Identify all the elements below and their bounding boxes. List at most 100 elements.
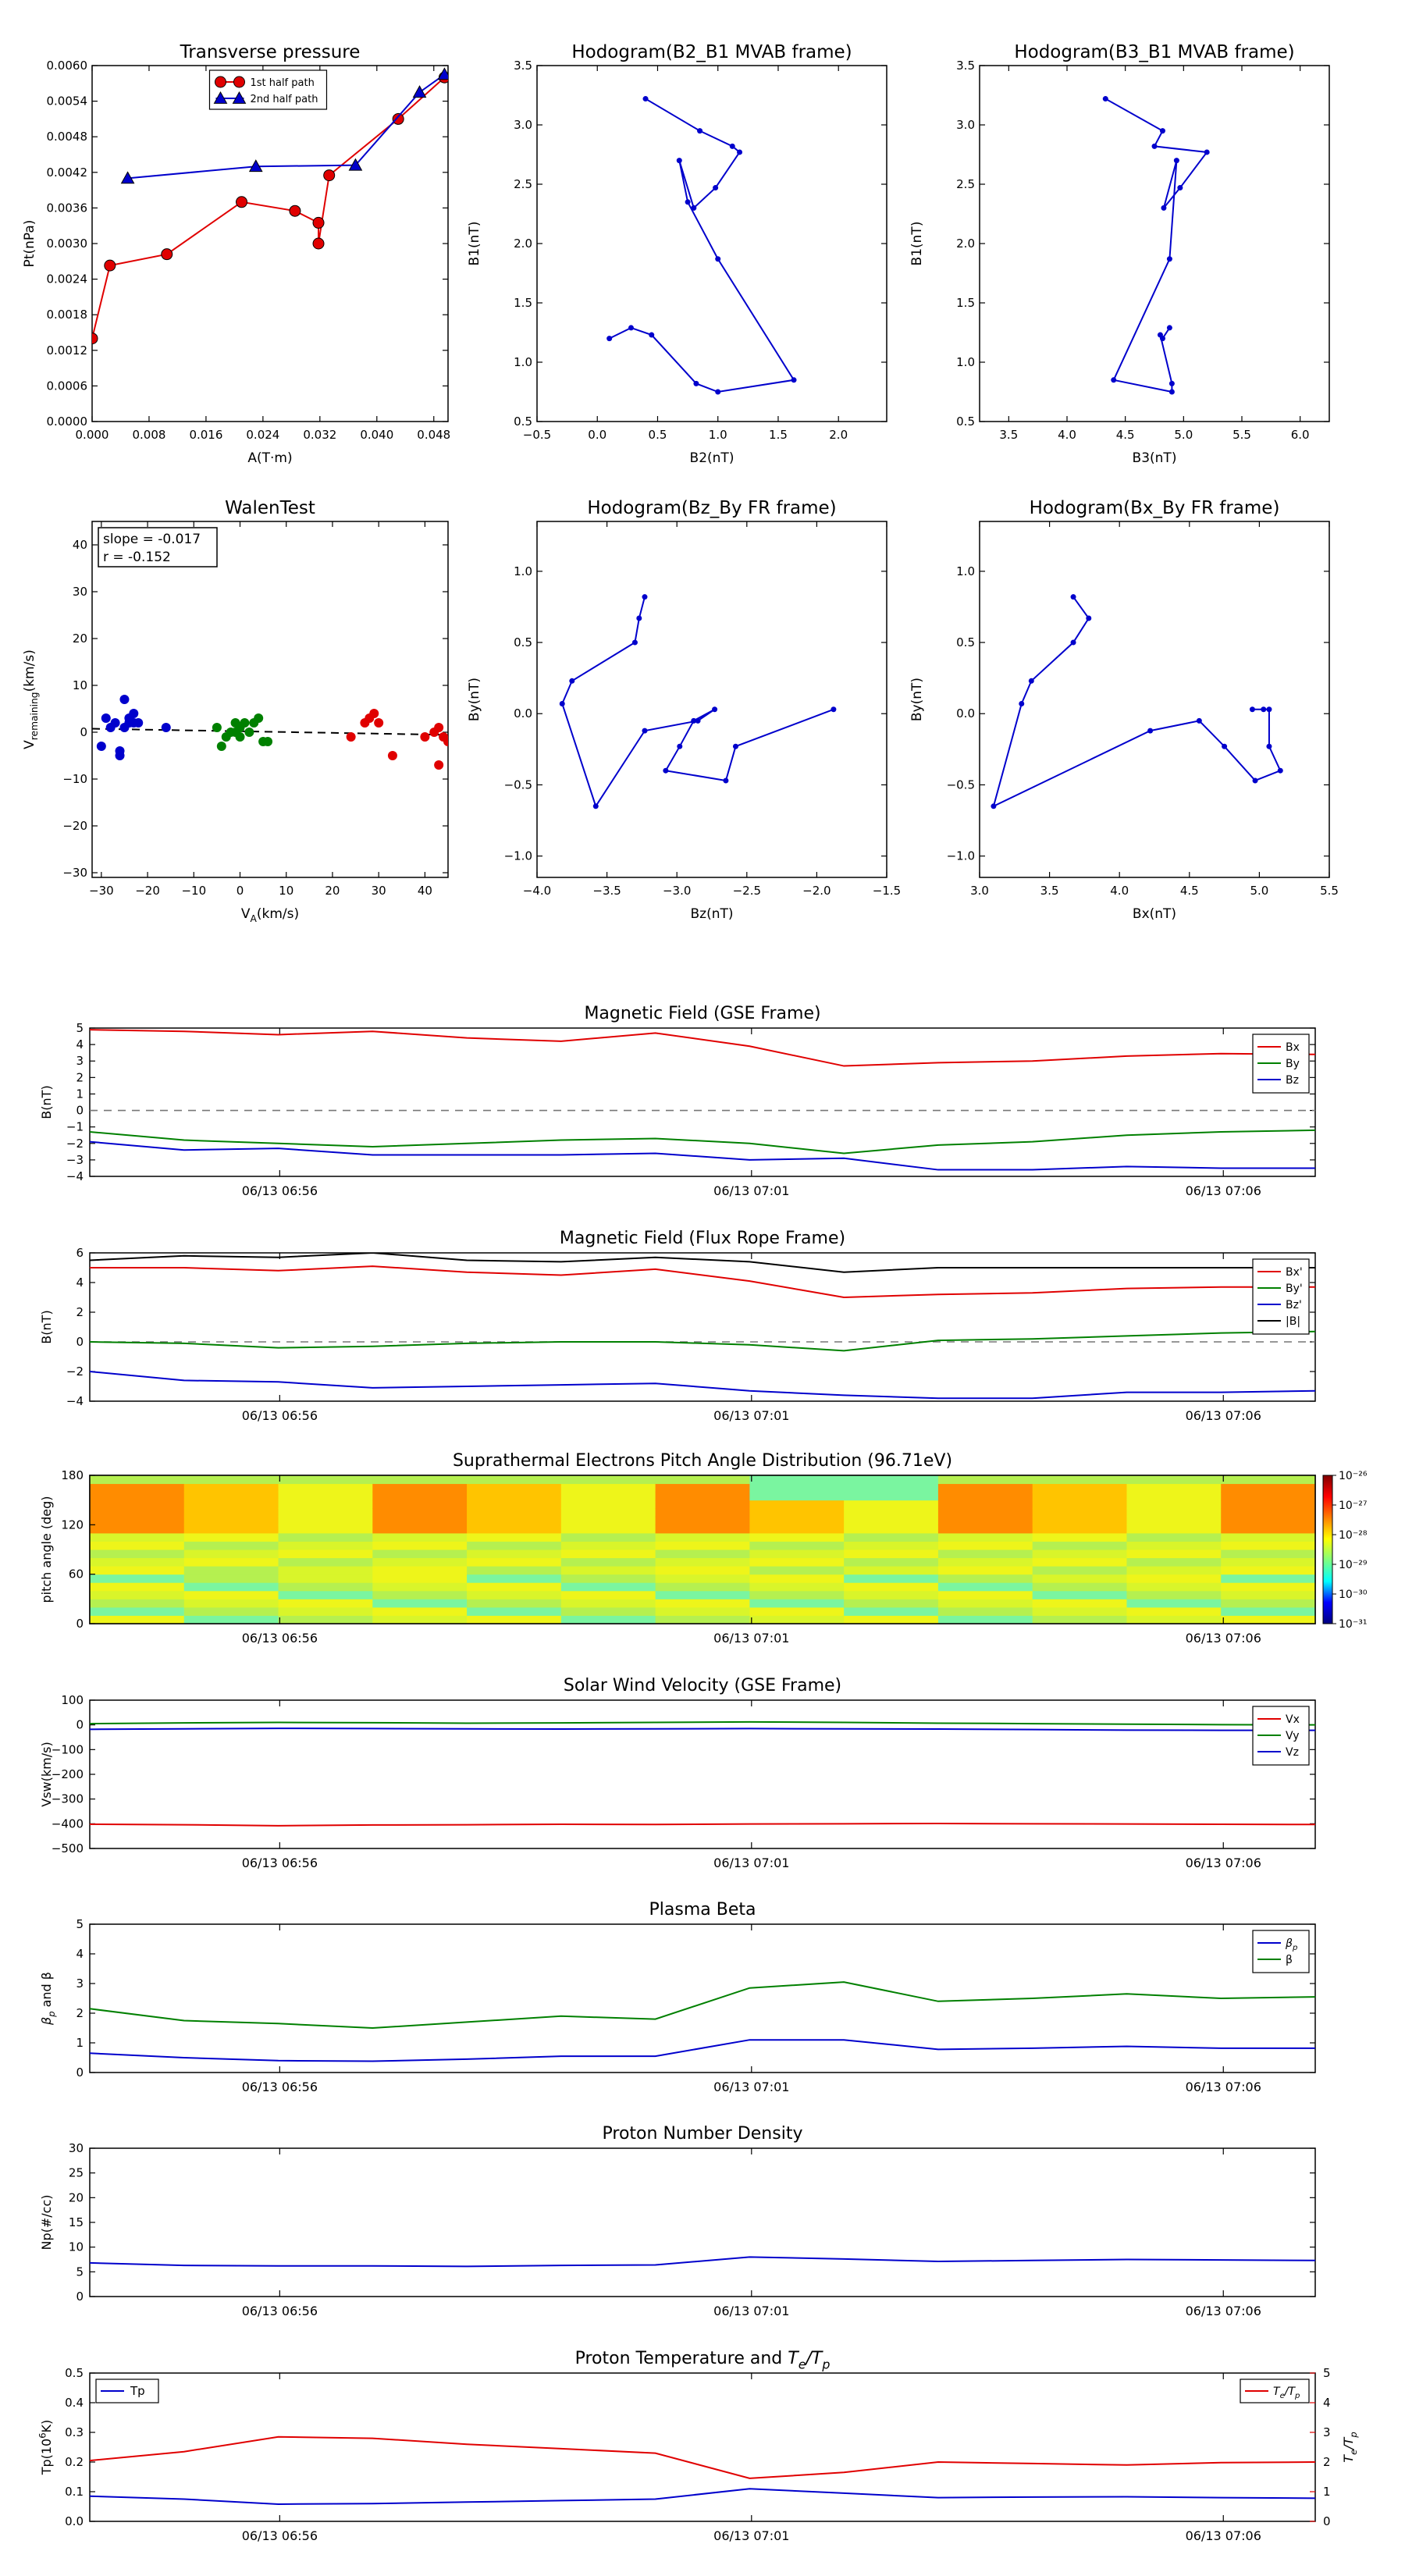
heatmap-cell xyxy=(1126,1492,1222,1501)
series-0 xyxy=(559,594,837,809)
data-point xyxy=(346,732,356,742)
y-axis-label: Pt(nPa) xyxy=(22,220,37,268)
data-point xyxy=(1252,777,1258,784)
heatmap-cell xyxy=(844,1532,939,1542)
data-point xyxy=(1166,256,1172,262)
heatmap-cell xyxy=(372,1483,468,1493)
heatmap-cell xyxy=(1221,1500,1316,1509)
data-point xyxy=(642,594,648,600)
chart-title: Magnetic Field (Flux Rope Frame) xyxy=(560,1229,845,1248)
y-tick-label: 0.0000 xyxy=(47,415,88,429)
plot-area xyxy=(90,1720,1315,1827)
y-tick-label: 0 xyxy=(76,1718,84,1732)
chart-title: Transverse pressure xyxy=(180,42,361,62)
data-point xyxy=(1028,678,1034,684)
data-point xyxy=(1070,639,1076,646)
x-axis-label: Bz(nT) xyxy=(690,906,733,922)
heatmap-cell xyxy=(655,1550,750,1559)
heatmap-cell xyxy=(1221,1557,1316,1567)
heatmap-cell xyxy=(844,1606,939,1616)
axes-frame xyxy=(89,1252,1316,1402)
y-axis-label: Vsw(km/s) xyxy=(39,1742,54,1806)
y-axis-label-part: 6 xyxy=(37,2432,48,2438)
heatmap-cell xyxy=(372,1516,468,1525)
y-tick-label: 20 xyxy=(69,2190,84,2204)
heatmap-cell xyxy=(655,1483,750,1493)
y-tick-label: −300 xyxy=(52,1792,84,1806)
y-tick-label: 0.5 xyxy=(514,635,532,649)
heatmap-cell xyxy=(183,1525,279,1534)
heatmap-cell xyxy=(937,1532,1033,1542)
x-axis-label: B2(nT) xyxy=(690,450,735,466)
y-tick-label: 0 xyxy=(76,1617,84,1631)
plot-area xyxy=(559,594,837,809)
data-point xyxy=(236,196,248,208)
chart-walen-test: −30 −20 −10 0 10 20 30 40 −30 −20 −10 0 10 20 30 40 Wale… xyxy=(22,498,449,924)
heatmap-cell xyxy=(749,1557,845,1567)
y-tick-label: 0.0012 xyxy=(47,343,88,358)
colorbar-tick-label: 10⁻²⁷ xyxy=(1339,1500,1367,1512)
data-point xyxy=(1168,380,1175,386)
heatmap-cell xyxy=(844,1566,939,1575)
heatmap-cell xyxy=(183,1500,279,1509)
heatmap-cells xyxy=(90,1475,1316,1624)
heatmap-cell xyxy=(467,1557,562,1567)
heatmap-cell xyxy=(278,1475,373,1485)
data-point xyxy=(715,389,721,395)
colorbar-tick-label: 10⁻³⁰ xyxy=(1339,1589,1368,1601)
x-tick-label: 20 xyxy=(325,884,340,898)
y-tick-label: 1.0 xyxy=(956,564,975,578)
heatmap-cell xyxy=(655,1475,750,1485)
heatmap-cell xyxy=(1221,1541,1316,1550)
y-axis-label: B1(nT) xyxy=(909,222,925,266)
axes-frame xyxy=(91,521,449,878)
heatmap-cell xyxy=(749,1590,845,1599)
x-tick-label: 5.5 xyxy=(1320,884,1339,898)
heatmap-cell xyxy=(183,1508,279,1517)
axes-frame xyxy=(536,65,887,422)
heatmap-cell xyxy=(90,1532,185,1542)
data-point xyxy=(289,205,301,217)
heatmap-cell xyxy=(467,1475,562,1485)
legend-marker xyxy=(213,91,228,104)
y-tick-label: 0.0024 xyxy=(47,272,88,286)
data-point xyxy=(732,743,738,749)
heatmap-cell xyxy=(467,1590,562,1599)
x-axis-label: VA(km/s) xyxy=(241,906,299,924)
data-point xyxy=(628,325,634,331)
series-0 xyxy=(96,695,171,760)
x-tick-label: −2.5 xyxy=(733,884,761,898)
heatmap-cell xyxy=(844,1525,939,1534)
x-tick-label: 0.000 xyxy=(76,428,109,442)
heatmap-cell xyxy=(183,1541,279,1550)
heatmap-cell xyxy=(1126,1508,1222,1517)
heatmap-cell xyxy=(278,1541,373,1550)
chart-title: Solar Wind Velocity (GSE Frame) xyxy=(564,1676,841,1695)
series-0 xyxy=(606,96,797,395)
axes-frame xyxy=(89,2147,1316,2297)
data-point xyxy=(1151,143,1158,149)
y2-tick-label: 3 xyxy=(1323,2425,1331,2439)
time-tick-label: 06/13 07:06 xyxy=(1186,1856,1261,1870)
data-point xyxy=(729,143,735,149)
chart-hodogram-bz-by: −4.0 −3.5 −3.0 −2.5 −2.0 −1.5 −1.0 −0.5 0.0 0.5 1.… xyxy=(467,498,901,922)
y2-axis-label-part: p xyxy=(1348,2432,1359,2438)
heatmap-cell xyxy=(90,1606,185,1616)
y-tick-label: −1.0 xyxy=(504,849,532,863)
annotation-frame xyxy=(98,527,218,568)
heatmap-cell xyxy=(278,1500,373,1509)
legend-label: By' xyxy=(1286,1283,1303,1295)
chart-hodogram-b2-b1: −0.5 0.0 0.5 1.0 1.5 2.0 0.5 1.0 1.5 2.0 2.5 3.0 3.5… xyxy=(467,42,887,466)
series-line xyxy=(992,596,1282,808)
y-tick-label: −10 xyxy=(62,772,87,786)
x-axis-label-part: V xyxy=(241,906,251,922)
series-line-1 xyxy=(90,1129,1315,1155)
data-point xyxy=(831,706,837,713)
x-tick-label: 4.0 xyxy=(1110,884,1129,898)
heatmap-cell xyxy=(1126,1532,1222,1542)
heatmap-cell xyxy=(372,1599,468,1608)
heatmap-cell xyxy=(372,1582,468,1592)
heatmap-cell xyxy=(749,1550,845,1559)
heatmap-cell xyxy=(560,1475,656,1485)
heatmap-cell xyxy=(278,1599,373,1608)
